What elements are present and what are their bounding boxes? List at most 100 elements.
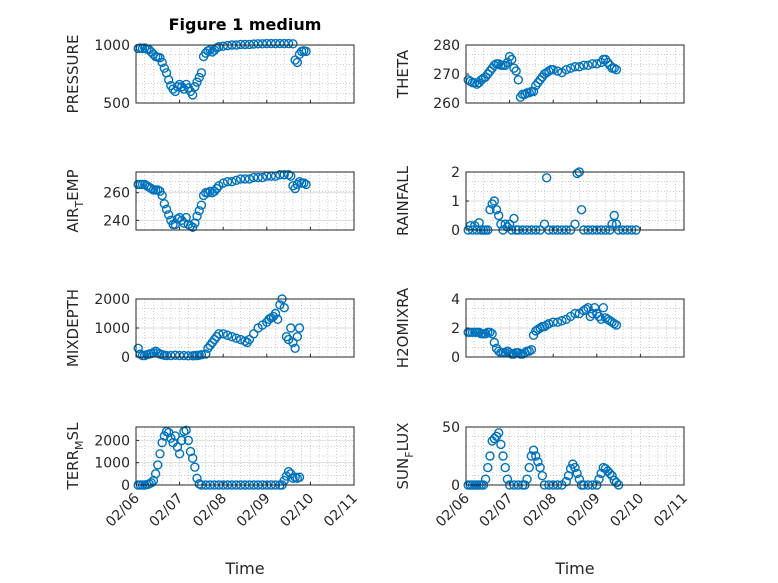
axes-box	[135, 426, 355, 486]
data-point	[218, 41, 228, 51]
y-tick-label: 1000	[94, 456, 130, 472]
data-point	[557, 316, 567, 326]
y-tick-label: 270	[433, 67, 460, 83]
data-point	[187, 453, 198, 463]
data-point	[489, 337, 500, 348]
data-point	[279, 170, 289, 180]
y-axis-label-tail: EMP	[64, 169, 82, 200]
y-axis-label: AIRTEMP	[64, 169, 86, 232]
data-point	[570, 219, 580, 229]
data-point	[609, 63, 619, 73]
figure-title: Figure 1 medium	[169, 15, 322, 34]
data-point	[574, 62, 585, 72]
x-tick-label: 02/11	[321, 491, 361, 531]
data-point	[290, 55, 300, 65]
series-markers	[463, 51, 622, 102]
data-point	[524, 462, 534, 473]
data-point	[159, 63, 170, 73]
data-point	[552, 66, 563, 76]
data-point	[301, 46, 311, 57]
data-point	[605, 468, 615, 479]
data-point	[565, 464, 576, 474]
data-point	[157, 57, 167, 68]
data-point	[592, 59, 602, 69]
y-tick-label: 500	[103, 96, 130, 112]
data-point	[609, 318, 619, 329]
data-point	[205, 340, 215, 351]
data-point	[292, 332, 303, 342]
data-point	[535, 75, 545, 85]
data-point	[240, 39, 250, 50]
data-point	[244, 334, 255, 345]
data-point	[192, 211, 202, 221]
y-tick-label: 0	[451, 350, 460, 366]
data-point	[531, 80, 541, 91]
y-axis-label: THETA	[394, 49, 412, 99]
y-axis-label-subscript: M	[73, 440, 86, 450]
data-point	[483, 69, 493, 79]
data-point	[607, 219, 617, 229]
subplot-theta: 260 270 280 THETA	[394, 38, 685, 112]
data-point	[294, 472, 305, 482]
x-tick-label: 02/07	[477, 491, 517, 531]
data-point	[596, 314, 606, 324]
y-tick-label: 1000	[94, 38, 130, 54]
data-point	[288, 181, 298, 191]
data-point	[526, 345, 537, 355]
data-point	[579, 60, 589, 71]
data-point	[163, 210, 174, 220]
y-axis-label: H2OMIXRA	[394, 287, 412, 368]
subplot-air: 240 260 AIRTEMP	[64, 169, 355, 233]
data-point	[218, 178, 228, 188]
y-tick-label: 0	[451, 478, 460, 494]
data-point	[581, 304, 591, 314]
data-point	[491, 204, 502, 215]
data-point	[292, 179, 303, 190]
data-point	[244, 174, 255, 184]
data-point	[611, 477, 622, 488]
data-point	[157, 437, 167, 448]
data-point	[249, 172, 259, 183]
data-point	[185, 446, 196, 457]
y-tick-label: 0	[121, 478, 130, 494]
data-point	[574, 474, 585, 484]
data-point	[286, 323, 296, 333]
data-point	[172, 214, 183, 224]
data-point	[235, 39, 246, 50]
data-point	[513, 75, 524, 85]
data-point	[485, 327, 495, 338]
subplot-h2omixra: 0 2 4 H2OMIXRA	[394, 287, 685, 368]
data-point	[170, 219, 180, 230]
data-point	[570, 308, 580, 319]
data-point	[509, 63, 519, 73]
series-markers	[463, 303, 622, 359]
data-point	[203, 188, 213, 198]
data-point	[235, 174, 246, 184]
data-point	[146, 183, 156, 194]
data-point	[494, 428, 504, 438]
data-point	[483, 462, 493, 473]
x-tick-label: 02/10	[607, 491, 647, 531]
data-point	[607, 471, 617, 481]
data-point	[611, 64, 622, 75]
data-point	[548, 317, 558, 327]
data-point	[552, 317, 563, 327]
data-point	[196, 200, 207, 210]
data-point	[190, 462, 200, 472]
data-point	[561, 64, 571, 75]
data-point	[541, 173, 552, 183]
subplot-mixdepth: 0 1000 2000 MIXDEPTH	[64, 289, 355, 367]
data-point	[257, 172, 268, 183]
data-point	[594, 474, 604, 484]
data-point	[570, 462, 580, 473]
data-point	[203, 343, 213, 353]
x-tick-label: 02/08	[520, 491, 560, 531]
data-point	[502, 474, 513, 484]
data-point	[207, 337, 218, 348]
y-axis-label-main: AIR	[64, 208, 82, 233]
x-axis-label-left: Time	[224, 559, 264, 578]
data-point	[214, 329, 224, 339]
data-point	[283, 38, 294, 49]
data-point	[522, 474, 532, 484]
